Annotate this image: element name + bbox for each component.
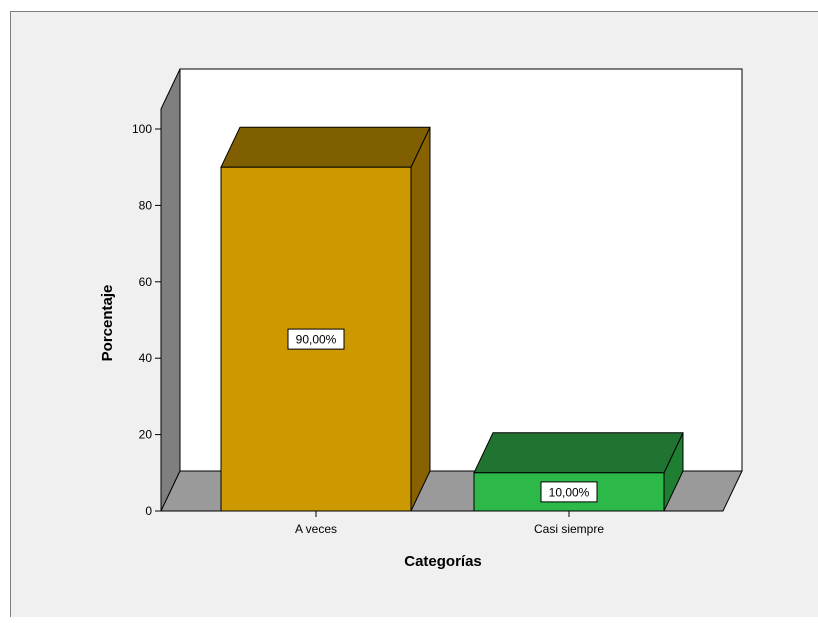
x-tick-label: Casi siempre	[534, 522, 604, 536]
y-tick-label: 80	[139, 198, 153, 212]
bar-chart: 90,00% 10,00% 0 20 40 60 80 100 A veces Casi si…	[99, 68, 743, 570]
bar-top-face	[220, 126, 431, 168]
data-label-box	[540, 481, 598, 503]
y-tick-label: 40	[139, 351, 153, 365]
y-tick-label: 20	[139, 428, 153, 442]
data-label-text: 10,00%	[549, 485, 590, 499]
y-tick-label: 60	[139, 275, 153, 289]
side-wall	[160, 68, 181, 512]
bar-a-veces: 90,00%	[220, 126, 431, 512]
chart-frame: 90,00% 10,00% 0 20 40 60 80 100 A veces Casi si…	[10, 11, 818, 617]
data-label-box	[287, 328, 345, 350]
bar-casi-siempre: 10,00%	[473, 432, 684, 512]
bar-data-label: 10,00%	[540, 481, 598, 503]
x-tick-label: A veces	[295, 522, 337, 536]
bar-data-label: 90,00%	[287, 328, 345, 350]
y-tick-label: 100	[132, 122, 152, 136]
bar-top-face	[473, 432, 684, 474]
x-axis-label: Categorías	[404, 553, 482, 570]
y-axis-label: Porcentaje	[99, 285, 116, 362]
data-label-text: 90,00%	[296, 333, 337, 347]
y-tick-label: 0	[145, 504, 152, 518]
bar-side-face	[410, 126, 431, 512]
